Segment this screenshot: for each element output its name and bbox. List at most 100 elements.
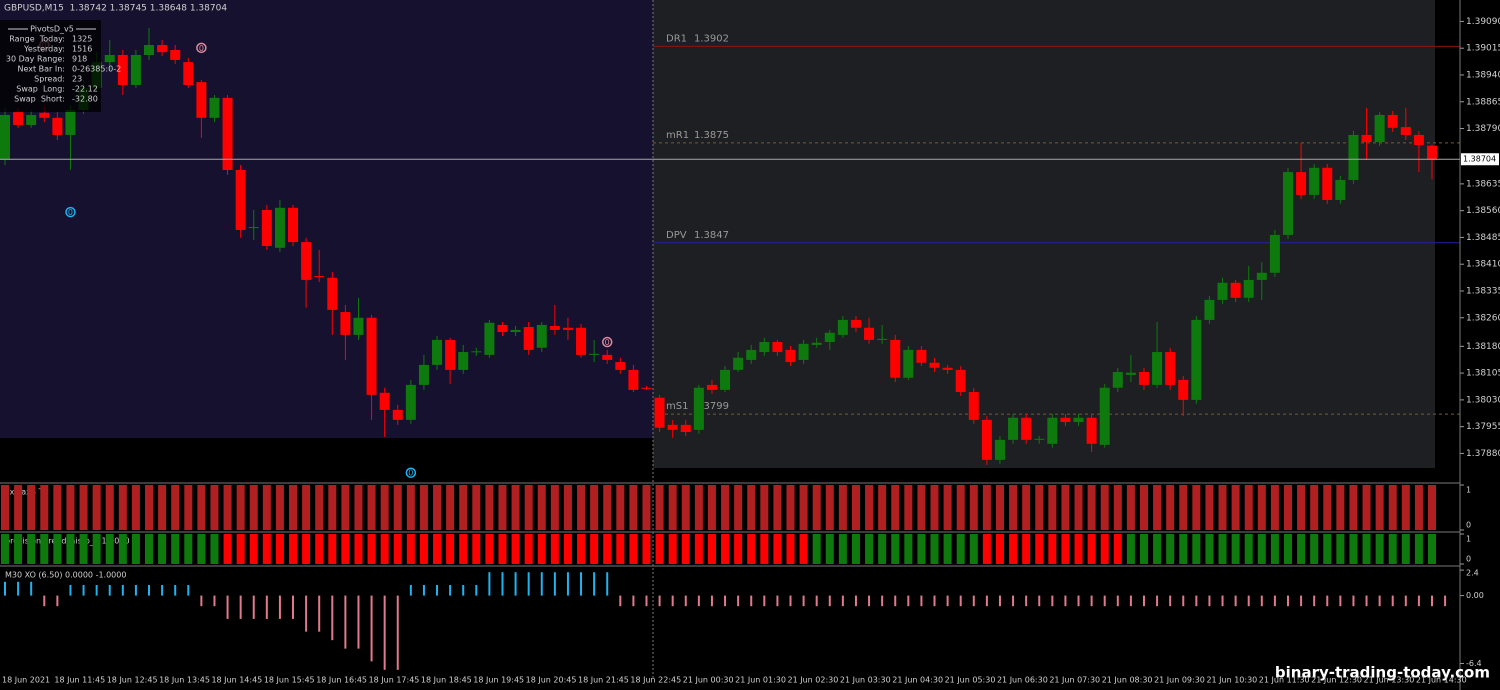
x-tick-label: 21 Jun 13:30	[1364, 676, 1415, 685]
histogram-bar	[514, 572, 517, 596]
histogram-bar	[200, 595, 203, 607]
histogram-bar	[17, 581, 20, 596]
signal-marker-label: 0	[199, 44, 204, 53]
histogram-bar	[1129, 595, 1132, 607]
histogram-bar	[1205, 534, 1214, 564]
histogram-bar	[1218, 534, 1227, 564]
histogram-bar	[118, 534, 127, 564]
candle-body	[523, 327, 534, 350]
histogram-bar	[969, 485, 978, 530]
histogram-bar	[370, 595, 373, 662]
candle-body	[1427, 145, 1437, 160]
candle-body	[916, 349, 927, 363]
histogram-bar	[828, 595, 831, 607]
histogram-bar	[105, 534, 114, 564]
x-tick-label: 18 Jun 11:45	[54, 676, 105, 685]
histogram-bar	[684, 595, 687, 607]
histogram-bar	[1375, 534, 1384, 564]
x-tick-label: 21 Jun 10:30	[1206, 676, 1257, 685]
histogram-bar	[53, 485, 62, 530]
candle-body	[327, 277, 338, 310]
histogram-bar	[121, 584, 124, 596]
candle-body	[1191, 319, 1202, 400]
candle-body	[52, 117, 63, 135]
candle-body	[1034, 438, 1045, 440]
histogram-bar	[419, 485, 428, 530]
session-zone-left	[0, 0, 653, 438]
histogram-bar	[1166, 534, 1175, 564]
histogram-bar	[1, 485, 9, 530]
candle-body	[484, 322, 495, 355]
pivot-label: mS1	[666, 401, 688, 412]
histogram-bar	[105, 485, 114, 530]
histogram-bar	[776, 595, 779, 607]
candle-body	[628, 369, 639, 390]
y-tick-label: 1.38260	[1466, 313, 1500, 323]
info-panel: PivotsD_v5	[0, 20, 101, 112]
x-tick-label: 18 Jun 14:45	[211, 676, 262, 685]
histogram-bar	[603, 485, 612, 530]
candle-body	[183, 62, 194, 85]
candle-body	[811, 342, 822, 345]
candle-body	[170, 49, 181, 60]
histogram-bar	[1349, 485, 1358, 530]
histogram-bar	[734, 534, 743, 564]
candle-body	[196, 82, 207, 118]
histogram-bar	[1087, 534, 1096, 564]
histogram-bar	[1231, 485, 1240, 530]
y-tick-label: 0.00	[1466, 591, 1484, 600]
histogram-bar	[197, 534, 206, 564]
candle-body	[130, 54, 141, 85]
candle-body	[680, 424, 691, 433]
histogram-bar	[40, 534, 49, 564]
histogram-bar	[553, 572, 556, 596]
candle-body	[13, 112, 24, 125]
candle-body	[1152, 352, 1163, 385]
histogram-bar	[632, 595, 635, 607]
histogram-bar	[498, 485, 507, 530]
histogram-bar	[1417, 595, 1420, 607]
histogram-bar	[462, 584, 465, 596]
info-label: Range Today:	[9, 35, 65, 44]
candle-body	[1243, 279, 1254, 298]
histogram-bar	[239, 595, 242, 619]
histogram-bar	[1064, 595, 1067, 607]
candle-body	[994, 439, 1005, 460]
info-value: -32.80	[72, 95, 98, 104]
histogram-bar	[841, 595, 844, 607]
histogram-bar	[721, 534, 730, 564]
candle-body	[1269, 234, 1280, 273]
histogram-bar	[894, 595, 897, 607]
histogram-bar	[184, 534, 193, 564]
histogram-bar	[878, 534, 887, 564]
histogram-bar	[590, 485, 599, 530]
histogram-bar	[197, 485, 206, 530]
candle-body	[418, 364, 429, 385]
x-tick-label: 21 Jun 06:30	[997, 676, 1048, 685]
histogram-bar	[459, 485, 468, 530]
candle-body	[432, 339, 443, 365]
histogram-bar	[210, 485, 219, 530]
bid-label: 1.38704	[1463, 155, 1496, 164]
histogram-bar	[406, 485, 415, 530]
histogram-bar	[56, 595, 59, 607]
histogram-bar	[1192, 485, 1201, 530]
histogram-bar	[694, 485, 703, 530]
histogram-bar	[1035, 534, 1044, 564]
info-label: 30 Day Range:	[6, 55, 65, 64]
histogram-bar	[681, 485, 690, 530]
histogram-bar	[341, 485, 350, 530]
histogram-bar	[1323, 485, 1332, 530]
histogram-bar	[383, 595, 386, 670]
histogram-bar	[275, 534, 284, 564]
histogram-bar	[760, 534, 769, 564]
histogram-bar	[4, 581, 6, 596]
histogram-bar	[710, 595, 713, 607]
info-value: 1516	[72, 45, 92, 54]
histogram-bar	[1310, 534, 1319, 564]
histogram-bar	[907, 595, 910, 607]
histogram-bar	[747, 485, 756, 530]
histogram-bar	[812, 485, 821, 530]
histogram-bar	[131, 485, 140, 530]
